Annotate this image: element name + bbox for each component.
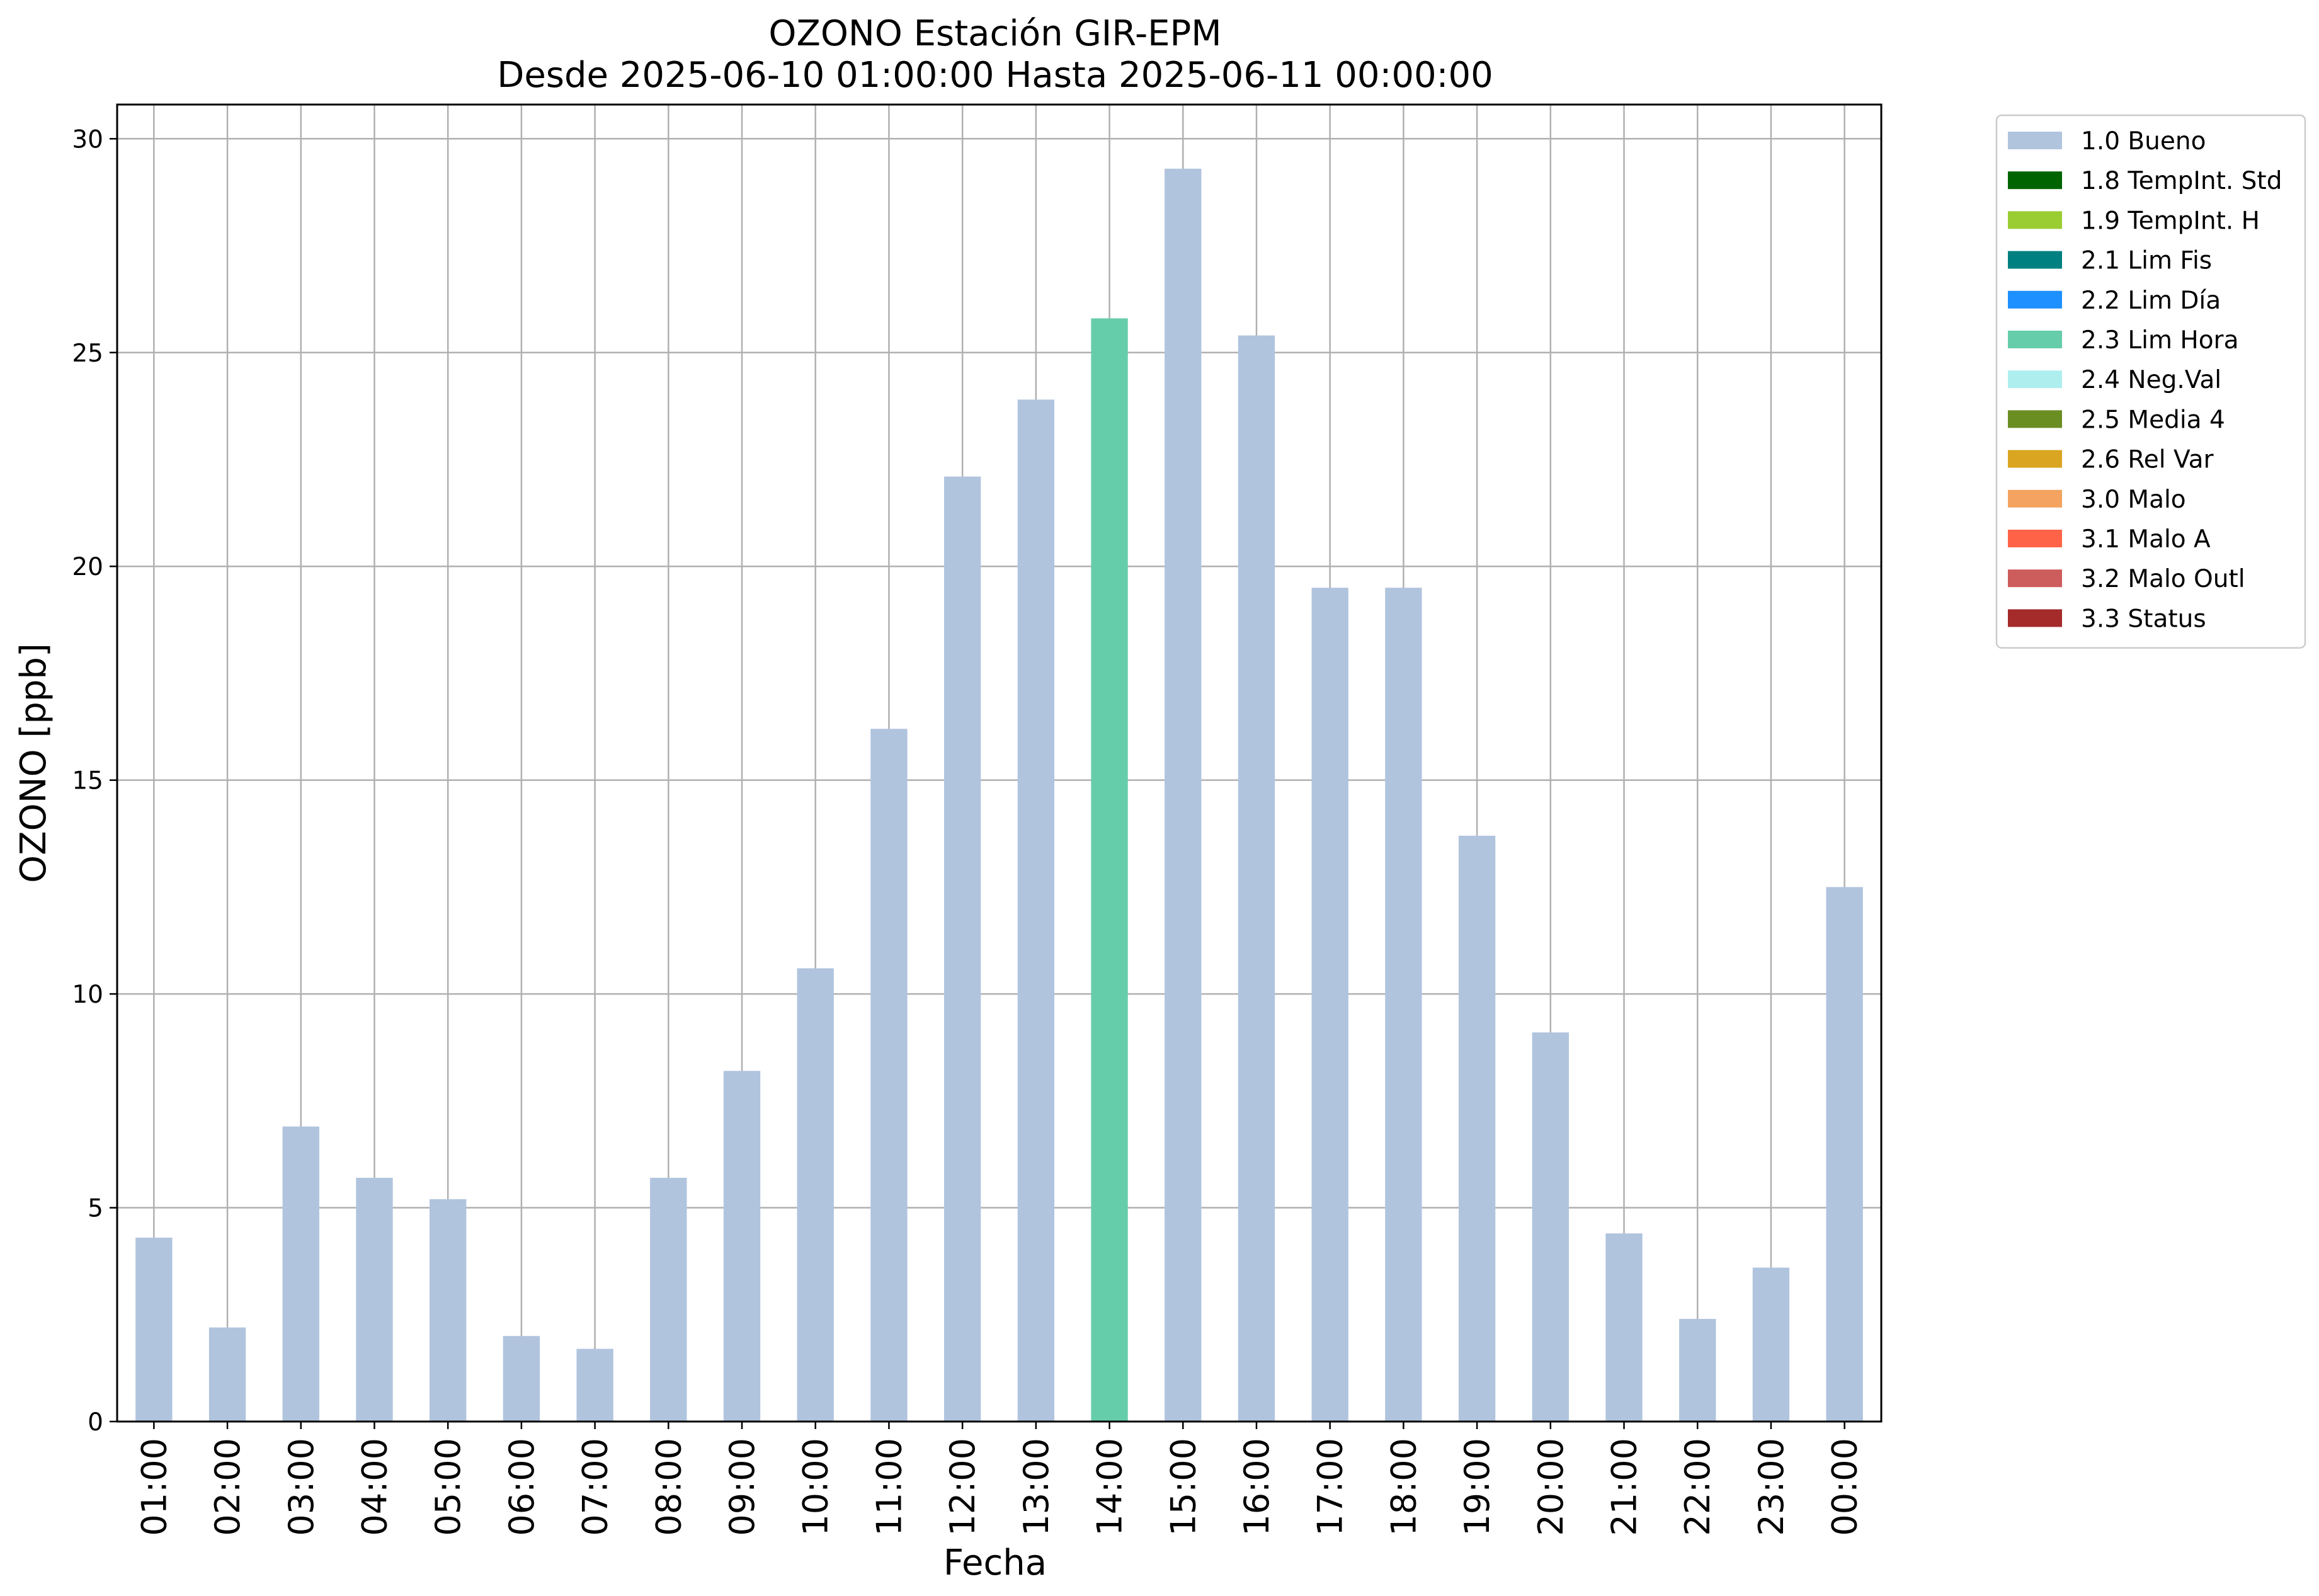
legend-swatch — [2008, 132, 2062, 149]
legend-swatch — [2008, 290, 2062, 309]
y-tick-label: 0 — [88, 1408, 103, 1437]
legend-swatch — [2008, 370, 2062, 389]
legend-label: 2.3 Lim Hora — [2081, 326, 2239, 355]
legend-label: 2.1 Lim Fis — [2081, 247, 2212, 275]
x-tick-label: 13:00 — [1017, 1438, 1056, 1536]
bar — [1385, 588, 1422, 1422]
legend-swatch — [2008, 331, 2062, 348]
legend-label: 1.9 TempInt. H — [2081, 207, 2260, 235]
bar — [1165, 168, 1202, 1422]
x-tick-label: 08:00 — [649, 1438, 688, 1536]
y-tick-label: 20 — [72, 553, 103, 581]
plot-frame — [116, 103, 1883, 1423]
bar — [870, 729, 908, 1422]
bars — [135, 168, 1863, 1422]
chart-title: OZONO Estación GIR-EPM — [768, 13, 1221, 54]
bar — [576, 1348, 613, 1422]
legend-label: 2.2 Lim Día — [2081, 287, 2221, 315]
x-tick-label: 05:00 — [428, 1438, 468, 1536]
x-tick-label: 22:00 — [1678, 1438, 1718, 1536]
legend-swatch — [2008, 569, 2062, 588]
x-tick-label: 02:00 — [208, 1438, 248, 1536]
legend-label: 3.3 Status — [2081, 605, 2206, 633]
chart-subtitle: Desde 2025-06-10 01:00:00 Hasta 2025-06-… — [497, 55, 1493, 96]
y-tick-label: 10 — [72, 981, 103, 1009]
x-tick-label: 10:00 — [796, 1438, 836, 1536]
legend-label: 2.4 Neg.Val — [2081, 366, 2221, 394]
x-axis-label: Fecha — [943, 1542, 1047, 1583]
bar — [1826, 887, 1863, 1422]
y-axis-ticks: 0 5 10 15 20 25 30 — [72, 125, 117, 1437]
legend-swatch — [2008, 489, 2062, 508]
y-tick-label: 30 — [72, 125, 103, 154]
x-tick-label: 09:00 — [722, 1438, 762, 1536]
legend-swatch — [2008, 450, 2062, 468]
y-tick-label: 15 — [72, 767, 103, 795]
x-tick-label: 07:00 — [576, 1438, 615, 1536]
x-tick-label: 06:00 — [502, 1438, 542, 1536]
x-tick-label: 01:00 — [134, 1438, 174, 1536]
bar — [1532, 1032, 1569, 1422]
legend-swatch — [2008, 171, 2062, 190]
bar — [503, 1336, 540, 1422]
legend-swatch — [2008, 530, 2062, 547]
bar — [1091, 318, 1128, 1422]
bar — [356, 1178, 393, 1422]
x-tick-label: 23:00 — [1752, 1438, 1791, 1536]
bar — [943, 476, 981, 1422]
y-tick-label: 5 — [88, 1195, 103, 1223]
legend-swatch — [2008, 609, 2062, 627]
legend-label: 1.0 Bueno — [2081, 127, 2206, 156]
y-axis-label: OZONO [ppb] — [13, 643, 54, 883]
bar — [1311, 588, 1348, 1422]
x-tick-label: 16:00 — [1237, 1438, 1277, 1536]
bar — [1752, 1267, 1790, 1422]
bar — [1605, 1233, 1643, 1422]
x-tick-label: 18:00 — [1384, 1438, 1423, 1536]
bar — [1679, 1319, 1716, 1422]
bar — [723, 1071, 761, 1422]
x-tick-label: 14:00 — [1090, 1438, 1130, 1536]
bar — [797, 968, 834, 1422]
x-tick-label: 19:00 — [1457, 1438, 1497, 1536]
x-tick-label: 11:00 — [869, 1438, 909, 1536]
x-tick-label: 17:00 — [1311, 1438, 1350, 1536]
x-tick-label: 00:00 — [1825, 1438, 1865, 1536]
x-tick-label: 12:00 — [943, 1438, 983, 1536]
y-tick-label: 25 — [72, 339, 103, 368]
x-tick-label: 15:00 — [1163, 1438, 1203, 1536]
x-tick-label: 21:00 — [1605, 1438, 1644, 1536]
legend-box — [1995, 114, 2306, 649]
legend-label: 2.5 Media 4 — [2081, 406, 2225, 434]
x-tick-label: 03:00 — [282, 1438, 321, 1536]
legend-label: 3.2 Malo Outl — [2081, 565, 2245, 593]
bar — [430, 1199, 467, 1422]
bar — [1238, 335, 1275, 1422]
bar — [135, 1238, 173, 1422]
legend-label: 3.0 Malo — [2081, 486, 2186, 514]
bar — [650, 1178, 687, 1422]
legend-label: 3.1 Malo A — [2081, 525, 2211, 554]
legend-label: 1.8 TempInt. Std — [2081, 167, 2282, 195]
legend-label: 2.6 Rel Var — [2081, 446, 2214, 474]
bar — [208, 1327, 246, 1422]
bar — [1458, 835, 1496, 1422]
bar — [282, 1126, 319, 1422]
bar — [1017, 399, 1055, 1422]
x-tick-label: 20:00 — [1531, 1438, 1571, 1536]
x-tick-label: 04:00 — [355, 1438, 394, 1536]
legend: 1.0 Bueno 1.8 TempInt. Std 1.9 TempInt. H 2… — [1995, 114, 2306, 649]
x-axis-ticks: 01:00 02:00 03:00 04:00 05:00 06:00 07:00 08:00… — [134, 1422, 1865, 1536]
legend-swatch — [2008, 251, 2062, 269]
legend-swatch — [2008, 410, 2062, 428]
legend-swatch — [2008, 211, 2062, 229]
